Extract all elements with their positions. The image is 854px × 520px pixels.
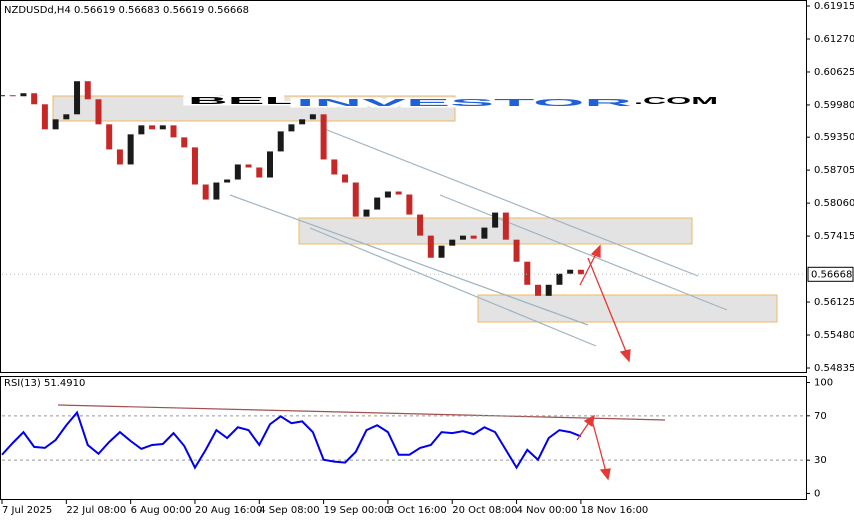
candle (84, 81, 91, 100)
candle (20, 93, 27, 97)
logo-part: INVESTOR (296, 98, 637, 109)
x-tick-label: 18 Nov 16:00 (581, 505, 648, 516)
candle (52, 119, 59, 130)
x-tick-label: 4 Sep 08:00 (259, 505, 319, 516)
candle (384, 191, 391, 198)
y-tick-label: 0.61915 (814, 1, 854, 12)
y-tick-label: 0.56125 (814, 297, 854, 308)
candle (320, 114, 327, 160)
candle (213, 182, 220, 200)
rsi-title: RSI(13) 51.4910 (4, 378, 85, 389)
candle (363, 209, 370, 217)
candle (395, 191, 402, 195)
y-tick-label: 0.58705 (814, 165, 854, 176)
candle (470, 235, 477, 239)
last-price-tag (807, 266, 854, 282)
x-tick-label: 20 Aug 16:00 (195, 505, 262, 516)
candle (202, 184, 209, 200)
candle (138, 125, 145, 135)
x-tick-label: 3 Oct 16:00 (388, 505, 447, 516)
candle (459, 235, 466, 240)
x-tick-label: 22 Jul 08:00 (66, 505, 126, 516)
zone (52, 95, 456, 122)
candle (0, 95, 5, 97)
trend-line (57, 404, 666, 421)
zone (477, 294, 778, 323)
candle (556, 273, 563, 285)
y-tick-label: 100 (814, 378, 833, 389)
y-tick-label: 0.59350 (814, 132, 854, 143)
candle (41, 104, 48, 130)
candle (31, 93, 38, 105)
candle (492, 212, 499, 228)
candle (342, 174, 349, 183)
channel-lines (229, 127, 728, 347)
candle (567, 269, 574, 274)
candle (170, 125, 177, 138)
candle (406, 194, 413, 215)
y-tick-label: 0.59980 (814, 100, 854, 111)
y-tick-label: 0.55480 (814, 330, 854, 341)
candle (245, 164, 252, 168)
candle (331, 159, 338, 175)
candle (309, 114, 316, 120)
x-tick-label: 7 Jul 2025 (2, 505, 52, 516)
candle (449, 239, 456, 246)
x-tick-label: 20 Oct 08:00 (452, 505, 517, 516)
y-tick-label: 70 (814, 411, 827, 422)
candle (224, 179, 231, 183)
candle (63, 114, 70, 120)
candle (427, 235, 434, 258)
arrows (576, 244, 631, 481)
candle (267, 151, 273, 178)
candle (438, 245, 445, 258)
y-tick-label: 0.57415 (814, 231, 854, 242)
candle (127, 134, 134, 165)
candle (149, 125, 156, 130)
y-tick-label: 0 (814, 488, 820, 499)
candle (106, 124, 113, 150)
last-price-label: 0.56668 (811, 269, 852, 280)
candle (74, 81, 81, 115)
candle (256, 167, 263, 178)
candle (181, 137, 188, 148)
candle (299, 119, 306, 125)
candle (545, 284, 552, 296)
y-tick-label: 0.58060 (814, 198, 854, 209)
x-tick-label: 6 Aug 00:00 (131, 505, 192, 516)
y-tick-label: 30 (814, 455, 827, 466)
x-tick-label: 19 Sep 00:00 (324, 505, 391, 516)
rsi-line (1, 410, 582, 470)
rsi-panel (0, 376, 807, 500)
candle (277, 131, 284, 152)
candle (524, 261, 531, 285)
candle (577, 269, 584, 275)
candle (352, 182, 359, 217)
y-tick-label: 0.61270 (814, 34, 854, 45)
logo: BEL INVESTOR .COM (187, 95, 720, 111)
y-tick-label: 0.54835 (814, 363, 854, 374)
candle (288, 124, 295, 132)
chart-title: NZDUSDd,H4 0.56619 0.56683 0.56619 0.566… (4, 5, 249, 16)
candle (9, 95, 16, 97)
x-tick-label: 4 Nov 00:00 (517, 505, 578, 516)
candle (116, 149, 123, 165)
candle (535, 284, 541, 296)
y-tick-label: 0.60625 (814, 67, 854, 78)
candle (159, 125, 166, 130)
candle (502, 212, 509, 240)
candle (417, 214, 424, 236)
candle (374, 197, 381, 210)
logo-part: BEL (188, 96, 298, 107)
candle (481, 227, 488, 239)
candle (234, 164, 241, 180)
candle (95, 99, 102, 125)
logo-part: .COM (634, 96, 718, 107)
candle (191, 147, 198, 185)
candle (513, 239, 520, 262)
